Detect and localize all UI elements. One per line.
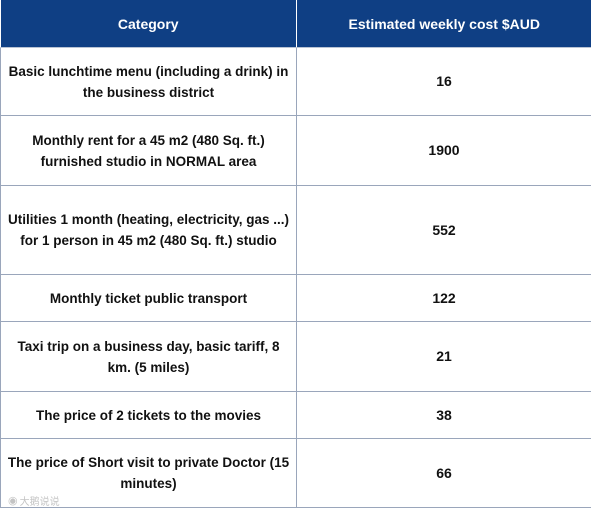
header-row: Category Estimated weekly cost $AUD <box>0 0 591 48</box>
watermark: ◉ 大鹅说说 <box>8 493 60 508</box>
table-row: Basic lunchtime menu (including a drink)… <box>0 47 591 116</box>
cost-cell: 552 <box>296 185 591 275</box>
category-cell: Taxi trip on a business day, basic tarif… <box>0 321 297 392</box>
cost-cell: 16 <box>296 47 591 116</box>
category-cell: Utilities 1 month (heating, electricity,… <box>0 185 297 275</box>
category-cell: The price of Short visit to private Doct… <box>0 438 297 508</box>
table-row: The price of Short visit to private Doct… <box>0 438 591 508</box>
cost-cell: 66 <box>296 438 591 508</box>
table-row: Monthly ticket public transport 122 <box>0 274 591 322</box>
weibo-logo-icon: ◉ <box>8 495 18 507</box>
watermark-text: 大鹅说说 <box>19 497 60 508</box>
table-row: Utilities 1 month (heating, electricity,… <box>0 185 591 275</box>
header-estimated-cost: Estimated weekly cost $AUD <box>296 0 591 48</box>
category-cell: The price of 2 tickets to the movies <box>0 391 297 439</box>
cost-cell: 1900 <box>296 115 591 186</box>
table-row: Monthly rent for a 45 m2 (480 Sq. ft.) f… <box>0 115 591 186</box>
cost-cell: 122 <box>296 274 591 322</box>
table-row: The price of 2 tickets to the movies 38 <box>0 391 591 439</box>
category-cell: Monthly rent for a 45 m2 (480 Sq. ft.) f… <box>0 115 297 186</box>
category-cell: Basic lunchtime menu (including a drink)… <box>0 47 297 116</box>
category-cell: Monthly ticket public transport <box>0 274 297 322</box>
cost-cell: 21 <box>296 321 591 392</box>
cost-cell: 38 <box>296 391 591 439</box>
table-row: Taxi trip on a business day, basic tarif… <box>0 321 591 392</box>
header-category: Category <box>0 0 297 48</box>
